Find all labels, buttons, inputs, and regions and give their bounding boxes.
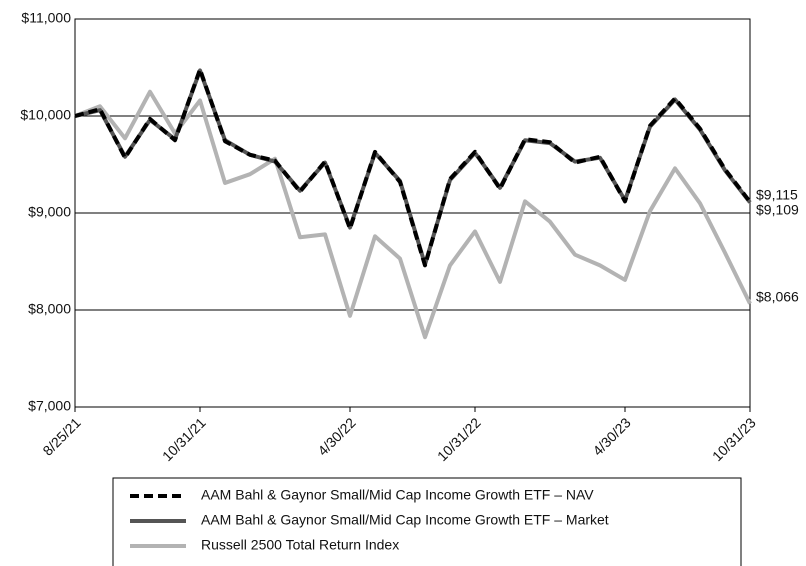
y-tick-label: $10,000 — [20, 107, 71, 123]
end-label: $8,066 — [756, 288, 799, 304]
legend-label: Russell 2500 Total Return Index — [201, 537, 399, 553]
x-tick-label: 10/31/21 — [159, 414, 209, 464]
plot-frame — [74, 18, 751, 408]
series-line — [74, 68, 752, 267]
legend-label: AAM Bahl & Gaynor Small/Mid Cap Income G… — [201, 512, 609, 528]
x-tick-label: 10/31/23 — [709, 414, 759, 464]
end-label: $9,115 — [756, 187, 798, 203]
x-tick-label: 4/30/22 — [314, 414, 358, 458]
x-tick-label: 4/30/23 — [589, 414, 633, 458]
x-tick-label: 10/31/22 — [434, 414, 484, 464]
y-tick-label: $7,000 — [28, 398, 71, 414]
series-line — [74, 89, 752, 340]
x-tick-label: 8/25/21 — [39, 414, 83, 458]
legend-box — [112, 477, 742, 566]
y-tick-label: $11,000 — [21, 10, 71, 26]
y-tick-label: $8,000 — [28, 301, 71, 317]
end-label: $9,109 — [756, 202, 799, 218]
y-tick-label: $9,000 — [28, 204, 71, 220]
legend-label: AAM Bahl & Gaynor Small/Mid Cap Income G… — [201, 487, 594, 503]
series-line — [74, 67, 752, 268]
